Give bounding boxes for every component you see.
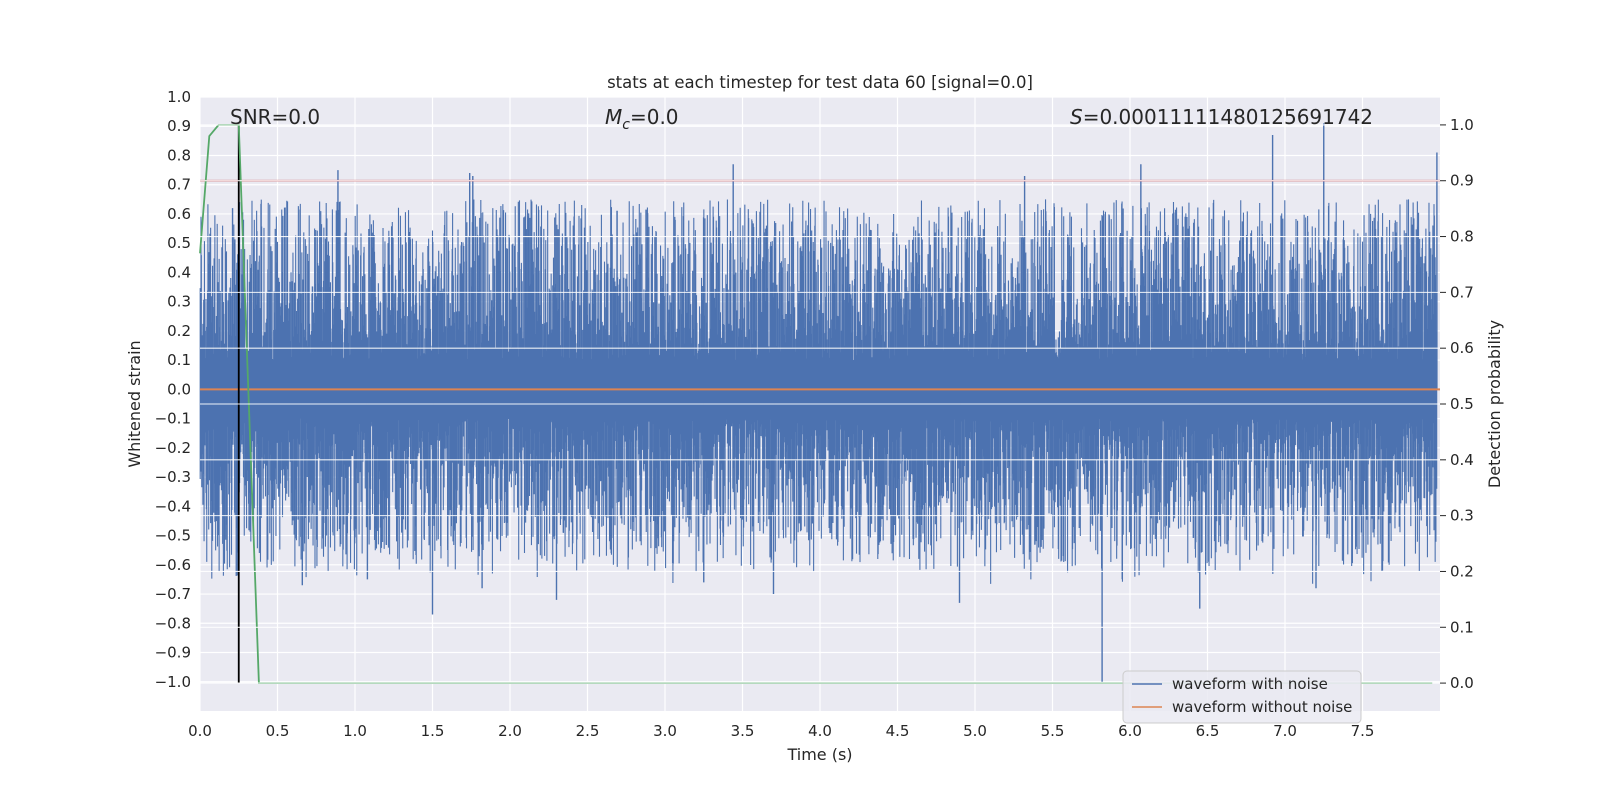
- y-tick-label-left: −1.0: [155, 673, 191, 691]
- y-tick-label-left: 0.8: [167, 146, 191, 164]
- y-tick-label-right: 0.5: [1450, 395, 1474, 413]
- x-tick-label: 2.5: [576, 722, 600, 740]
- y-tick-label-left: −0.8: [155, 614, 191, 632]
- statistic-annotation: S=0.00011111480125691742: [1070, 105, 1373, 129]
- legend-label-waveform-with-noise: waveform with noise: [1172, 675, 1328, 693]
- x-tick-label: 7.0: [1273, 722, 1297, 740]
- y-tick-label-left: −0.6: [155, 556, 191, 574]
- legend-box: [1122, 670, 1362, 724]
- y-tick-label-right: 1.0: [1450, 116, 1474, 134]
- chart-title: stats at each timestep for test data 60 …: [607, 73, 1033, 92]
- y-axis-label-right: Detection probability: [1485, 320, 1504, 488]
- x-tick-label: 4.0: [808, 722, 832, 740]
- mc-symbol: M: [605, 105, 622, 129]
- y-tick-label-left: 1.0: [167, 88, 191, 106]
- x-tick-label: 5.0: [963, 722, 987, 740]
- y-tick-label-left: 0.6: [167, 205, 191, 223]
- x-axis-label: Time (s): [786, 745, 852, 764]
- mc-subscript: c: [622, 117, 630, 133]
- y-tick-label-right: 0.3: [1450, 507, 1474, 525]
- y-tick-label-right: 0.2: [1450, 562, 1474, 580]
- y-tick-label-left: −0.7: [155, 585, 191, 603]
- y-tick-label-left: 0.1: [167, 351, 191, 369]
- y-tick-label-left: 0.3: [167, 293, 191, 311]
- y-tick-label-left: 0.2: [167, 322, 191, 340]
- y-tick-label-left: −0.3: [155, 468, 191, 486]
- legend: waveform with noise waveform without noi…: [1122, 670, 1362, 724]
- y-tick-label-left: 0.5: [167, 234, 191, 252]
- x-tick-label: 4.5: [886, 722, 910, 740]
- x-tick-label: 3.0: [653, 722, 677, 740]
- y-tick-label-left: 0.7: [167, 176, 191, 194]
- y-tick-label-left: 0.9: [167, 117, 191, 135]
- x-tick-label: 6.5: [1196, 722, 1220, 740]
- y-tick-label-right: 0.0: [1450, 674, 1474, 692]
- mc-value: =0.0: [630, 105, 679, 129]
- y-tick-label-right: 0.8: [1450, 228, 1474, 246]
- x-tick-label: 6.0: [1118, 722, 1142, 740]
- y-tick-label-left: 0.0: [167, 380, 191, 398]
- y-tick-label-left: 0.4: [167, 263, 191, 281]
- x-tick-label: 1.5: [421, 722, 445, 740]
- snr-annotation: SNR=0.0: [230, 105, 320, 129]
- y-tick-label-right: 0.1: [1450, 618, 1474, 636]
- y-tick-label-right: 0.7: [1450, 283, 1474, 301]
- s-symbol: S: [1070, 105, 1083, 129]
- x-tick-label: 7.5: [1351, 722, 1375, 740]
- s-value: =0.00011111480125691742: [1083, 105, 1373, 129]
- x-tick-label: 3.5: [731, 722, 755, 740]
- x-tick-label: 2.0: [498, 722, 522, 740]
- y-tick-label-left: −0.4: [155, 497, 191, 515]
- y-axis-label-left: Whitened strain: [125, 340, 144, 467]
- y-grid-lines-right: [200, 124, 1440, 684]
- y-tick-label-left: −0.1: [155, 410, 191, 428]
- y-tick-label-right: 0.9: [1450, 172, 1474, 190]
- axes: 0.0 0.5 1.0 1.5 2.0 2.5 3.0 3.5 4.0 4.5 5.0 5.5 6.0 6…: [155, 88, 1474, 740]
- y-tick-label-right: 0.6: [1450, 339, 1474, 357]
- y-tick-label-right: 0.4: [1450, 451, 1474, 469]
- y-tick-label-left: −0.2: [155, 439, 191, 457]
- y-tick-label-left: −0.5: [155, 527, 191, 545]
- x-tick-label: 5.5: [1041, 722, 1065, 740]
- y-tick-label-left: −0.9: [155, 644, 191, 662]
- x-tick-label: 1.0: [343, 722, 367, 740]
- chirp-mass-annotation: Mc=0.0: [605, 105, 679, 133]
- x-tick-label: 0.0: [188, 722, 212, 740]
- x-tick-label: 0.5: [266, 722, 290, 740]
- legend-label-waveform-without-noise: waveform without noise: [1172, 698, 1352, 716]
